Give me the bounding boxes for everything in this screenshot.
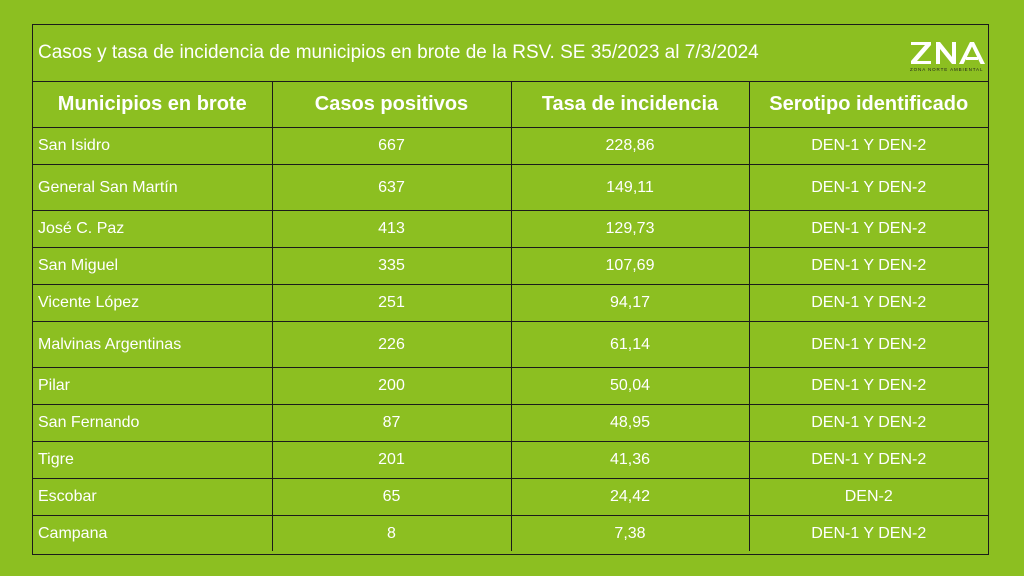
table-frame: Casos y tasa de incidencia de municipios… [32,24,989,555]
cell-serotipo: DEN-1 Y DEN-2 [748,127,988,165]
table-row: San Isidro 667 228,86 DEN-1 Y DEN-2 [33,127,988,165]
cell-casos: 637 [271,164,512,211]
cell-municipio: General San Martín [33,164,273,211]
cell-municipio: San Miguel [33,247,273,285]
table-row: General San Martín 637 149,11 DEN-1 Y DE… [33,164,988,211]
cell-municipio: Vicente López [33,284,273,322]
cell-tasa: 48,95 [510,404,750,442]
cell-municipio: Pilar [33,367,273,405]
cell-tasa: 41,36 [510,441,750,479]
cell-tasa: 24,42 [510,478,750,516]
cell-tasa: 149,11 [510,164,750,211]
zna-logo-subtitle: ZONA NORTE AMBIENTAL [910,67,984,72]
cell-serotipo: DEN-1 Y DEN-2 [748,441,988,479]
cell-serotipo: DEN-1 Y DEN-2 [748,284,988,322]
cell-serotipo: DEN-1 Y DEN-2 [748,404,988,442]
cell-municipio: San Fernando [33,404,273,442]
cell-serotipo: DEN-1 Y DEN-2 [748,367,988,405]
cell-municipio: Escobar [33,478,273,516]
cell-casos: 251 [271,284,512,322]
cell-casos: 201 [271,441,512,479]
page-title: Casos y tasa de incidencia de municipios… [38,42,759,63]
cell-municipio: San Isidro [33,127,273,165]
table-row: San Miguel 335 107,69 DEN-1 Y DEN-2 [33,247,988,285]
cell-casos: 335 [271,247,512,285]
cell-tasa: 7,38 [510,515,750,551]
cell-serotipo: DEN-1 Y DEN-2 [748,164,988,211]
cell-serotipo: DEN-1 Y DEN-2 [748,210,988,248]
cell-casos: 413 [271,210,512,248]
table-row: José C. Paz 413 129,73 DEN-1 Y DEN-2 [33,210,988,248]
incidence-table: Municipios en brote Casos positivos Tasa… [33,82,988,551]
zna-logo-mark [911,42,985,64]
cell-casos: 226 [271,321,512,368]
cell-tasa: 94,17 [510,284,750,322]
table-row: Tigre 201 41,36 DEN-1 Y DEN-2 [33,441,988,479]
cell-serotipo: DEN-1 Y DEN-2 [748,321,988,368]
cell-casos: 200 [271,367,512,405]
cell-casos: 8 [271,515,512,551]
cell-serotipo: DEN-1 Y DEN-2 [748,515,988,551]
cell-tasa: 61,14 [510,321,750,368]
cell-municipio: Campana [33,515,273,551]
cell-serotipo: DEN-2 [748,478,988,516]
cell-municipio: José C. Paz [33,210,273,248]
table-row: Campana 8 7,38 DEN-1 Y DEN-2 [33,515,988,551]
table-row: Escobar 65 24,42 DEN-2 [33,478,988,516]
cell-serotipo: DEN-1 Y DEN-2 [748,247,988,285]
cell-casos: 87 [271,404,512,442]
table-row: Malvinas Argentinas 226 61,14 DEN-1 Y DE… [33,321,988,368]
zna-logo: ZONA NORTE AMBIENTAL [909,40,985,76]
cell-tasa: 50,04 [510,367,750,405]
cell-tasa: 129,73 [510,210,750,248]
header-serotipo: Serotipo identificado [748,82,988,128]
cell-tasa: 228,86 [510,127,750,165]
cell-casos: 65 [271,478,512,516]
header-tasa: Tasa de incidencia [510,82,750,128]
header-casos: Casos positivos [271,82,512,128]
table-row: Pilar 200 50,04 DEN-1 Y DEN-2 [33,367,988,405]
cell-tasa: 107,69 [510,247,750,285]
table-row: San Fernando 87 48,95 DEN-1 Y DEN-2 [33,404,988,442]
title-bar: Casos y tasa de incidencia de municipios… [33,25,988,82]
table-row: Vicente López 251 94,17 DEN-1 Y DEN-2 [33,284,988,322]
header-municipios: Municipios en brote [33,82,273,128]
cell-casos: 667 [271,127,512,165]
cell-municipio: Malvinas Argentinas [33,321,273,368]
table-header-row: Municipios en brote Casos positivos Tasa… [33,82,988,128]
cell-municipio: Tigre [33,441,273,479]
